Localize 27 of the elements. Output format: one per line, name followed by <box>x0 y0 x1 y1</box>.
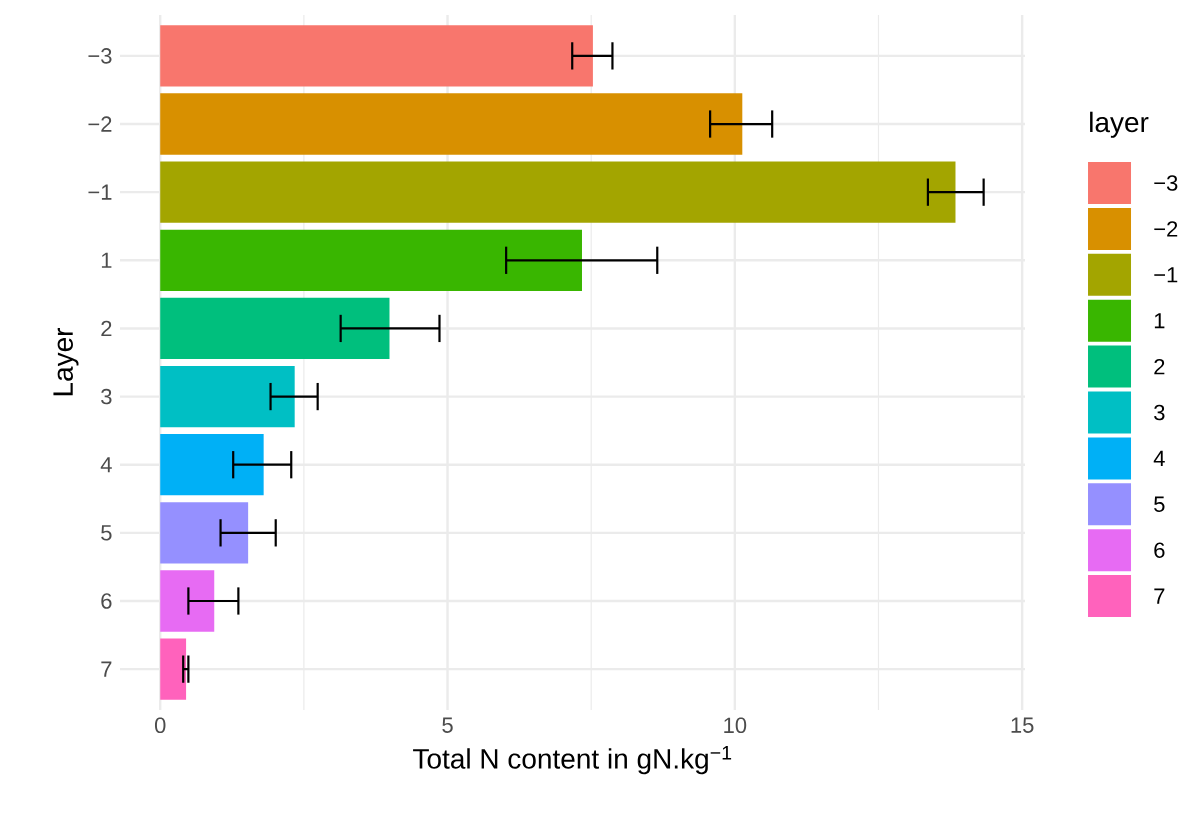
category-label: −1 <box>1154 267 1178 283</box>
y-tick-label: 5 <box>101 525 112 541</box>
category-label: −3 <box>1154 175 1178 191</box>
y-tick-label: 7 <box>101 661 112 677</box>
legend-title: layer <box>1090 111 1149 138</box>
x-tick-label: 5 <box>442 717 453 733</box>
category-label: 2 <box>1154 358 1165 375</box>
y-tick-label: 1 <box>101 252 112 268</box>
y-tick-label: 2 <box>101 320 112 337</box>
category-label: 5 <box>1154 496 1165 512</box>
category-label: 1 <box>1154 313 1165 329</box>
category-label: 4 <box>1153 450 1165 466</box>
category-label: 7 <box>1154 588 1165 604</box>
y-tick-label: −2 <box>88 116 112 132</box>
category-label: −2 <box>1154 221 1178 237</box>
category-label: 3 <box>1154 404 1165 421</box>
y-tick-label: 4 <box>100 457 112 473</box>
y-tick-label: −1 <box>88 184 112 200</box>
y-tick-label: 6 <box>101 593 112 609</box>
y-axis-title: Layer <box>53 327 79 396</box>
y-tick-label: 3 <box>101 388 112 405</box>
x-tick-label: 0 <box>154 717 166 734</box>
x-tick-label: 15 <box>1011 717 1034 733</box>
category-label: 6 <box>1154 542 1165 558</box>
x-tick-label: 10 <box>724 717 747 734</box>
y-tick-label: −3 <box>88 48 112 64</box>
x-axis-title: Total N content in gN.kg$^{−1}$ <box>413 745 732 775</box>
